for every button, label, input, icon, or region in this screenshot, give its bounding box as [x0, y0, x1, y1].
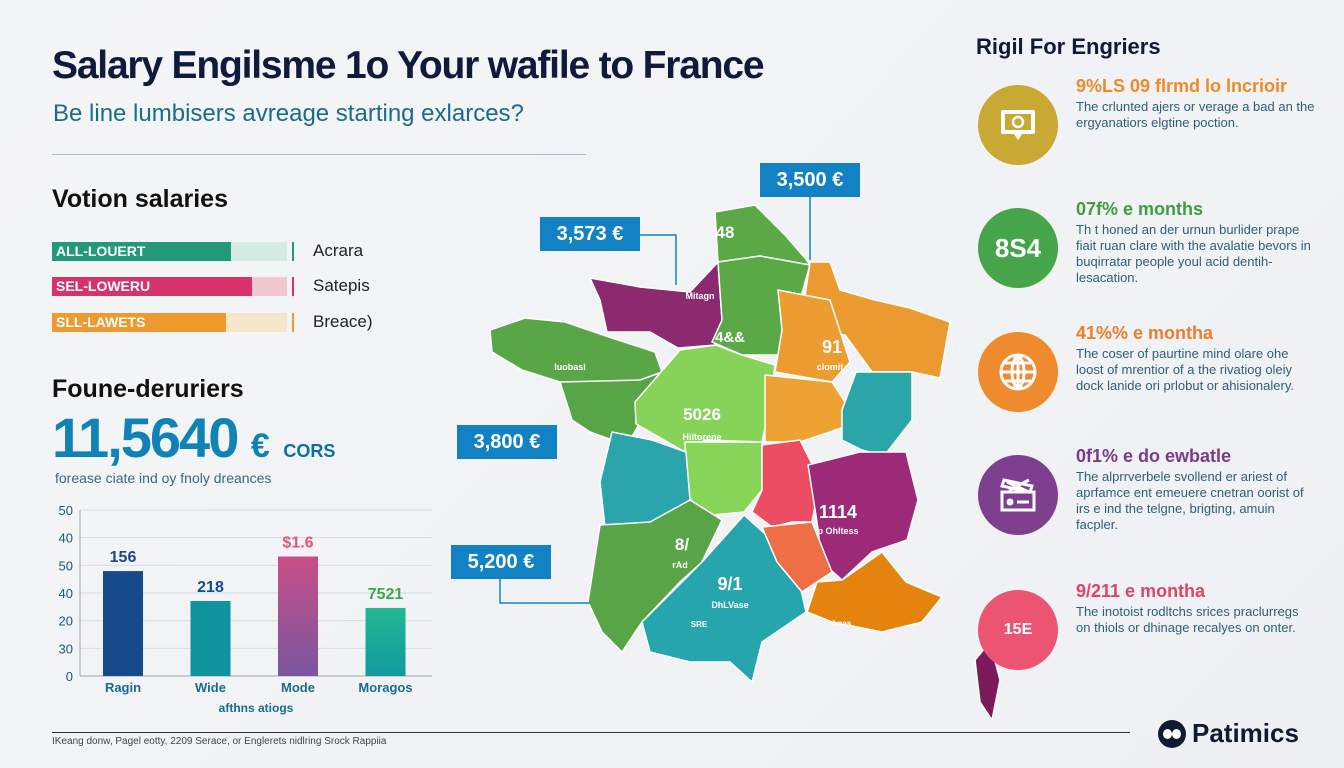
globe-icon	[978, 332, 1058, 412]
salaries-heading: Votion salaries	[52, 185, 228, 213]
icon-text: 8S4	[994, 232, 1042, 263]
bar	[190, 600, 231, 676]
icon-text: 15E	[1003, 621, 1033, 638]
currency: €	[250, 427, 270, 465]
feature-description: The alprrverbele svollend er ariest of a…	[1076, 469, 1304, 532]
map-region	[589, 261, 723, 349]
toolbox-icon	[978, 455, 1058, 535]
region-label: Hiltorene	[682, 432, 721, 442]
bar	[103, 571, 143, 676]
y-tick-label: 20	[59, 614, 73, 629]
y-tick-label: 30	[59, 641, 73, 656]
map-region	[841, 371, 913, 457]
region-label: 48	[716, 223, 735, 242]
bar-legend-label: Breace)	[313, 312, 373, 331]
footer-divider	[52, 732, 1130, 733]
feature-description: The coser of paurtine mind olare ohe loo…	[1076, 346, 1294, 393]
region-label: 1114	[819, 502, 857, 522]
bar-data-label: $1.6	[282, 534, 313, 551]
region-label: DhLVase	[711, 600, 748, 610]
y-tick-label: 40	[59, 531, 73, 546]
feature-heading: 9%LS 09 flrmd lo lncrioir	[1076, 76, 1288, 96]
unit: CORS	[283, 441, 336, 461]
logo-icon	[1158, 719, 1186, 748]
screen-icon	[978, 85, 1058, 165]
summary-heading: Foune-deruriers	[52, 375, 244, 403]
right-title: Rigil For Engriers	[976, 34, 1161, 59]
region-label: 4&&	[715, 329, 745, 346]
value-number: 11,5640	[52, 406, 239, 469]
bar-legend-label: Acrara	[313, 241, 364, 260]
feature-description: Th t honed an der urnun burlider prape f…	[1076, 222, 1311, 285]
salary-bar: SLL-LAWETS	[52, 313, 297, 332]
feature-heading: 9/211 e montha	[1076, 581, 1206, 601]
bar-fill: SLL-LAWETS	[52, 313, 227, 332]
map-region	[764, 374, 859, 443]
map-region	[587, 499, 723, 653]
summary-value: 11,5640 € CORS	[52, 410, 335, 466]
bar-end-marker	[292, 277, 294, 296]
map-region	[641, 514, 807, 683]
region-label: 8/	[675, 535, 689, 554]
number-badge-icon: 8S4	[978, 208, 1058, 288]
map-region	[806, 551, 943, 633]
y-tick-label: 50	[59, 558, 73, 573]
salary-bar: SEL-LOWERU	[52, 277, 297, 296]
footer-source: IKeang donw, Pagel eotty, 2209 Serace, o…	[52, 736, 387, 747]
callout-line	[640, 234, 677, 285]
region-label: clomit	[817, 362, 844, 372]
salary-callout: 3,573 €	[540, 217, 640, 251]
salary-bar: ALL-LOUERT	[52, 242, 297, 261]
bar-data-label: 218	[197, 579, 224, 596]
feature-description: The inotoist rodltchs srices praclurregs…	[1076, 604, 1299, 635]
y-tick-label: 40	[59, 586, 73, 601]
bar	[365, 607, 406, 676]
callout-line	[499, 578, 590, 604]
feature-heading: 0f1% e do ewbatle	[1076, 446, 1232, 466]
map-region	[751, 439, 821, 528]
region-label: Mitagn	[686, 291, 715, 301]
brand-name: Patimics	[1192, 718, 1299, 748]
feature-heading: 07f% e months	[1076, 199, 1204, 219]
region-label: p Ohltess	[817, 526, 858, 536]
bar-end-marker	[292, 242, 294, 261]
x-tick-label: Moragos	[358, 680, 412, 695]
salary-callout: 5,200 €	[451, 545, 551, 579]
bar-chart: 50 40 50 40 20 30 0 156 Ragin 218 Wide $1.6 Mode 7521…	[59, 503, 432, 715]
divider	[52, 154, 586, 155]
bar-legend-label: Satepis	[313, 276, 370, 295]
region-label: luobasi	[554, 362, 586, 372]
summary-description: forease ciate ind oy fnoly dreances	[55, 470, 272, 486]
x-axis-label: afthns atiogs	[219, 701, 294, 715]
feature-heading: 41%% e montha	[1076, 323, 1214, 343]
bar-end-marker	[292, 313, 294, 332]
page-title: Salary Engilsme 1o Your wafile to France	[52, 44, 765, 87]
salary-callout: 3,500 €	[760, 163, 860, 197]
page-subtitle: Be line lumbisers avreage starting exlar…	[53, 100, 524, 127]
y-tick-label: 0	[66, 669, 73, 684]
people-icon: 15E	[978, 590, 1058, 670]
brand-logo: Patimics	[1158, 718, 1299, 749]
bar-fill: ALL-LOUERT	[52, 242, 231, 261]
bar	[278, 556, 318, 676]
salary-callout: 3,800 €	[457, 425, 557, 459]
region-label: 91	[822, 337, 842, 357]
x-tick-label: Ragin	[105, 680, 141, 695]
region-label: 9/1	[717, 574, 742, 594]
x-tick-label: Mode	[281, 680, 315, 695]
y-tick-label: 50	[59, 503, 73, 518]
bar-data-label: 7521	[368, 586, 404, 603]
region-label: rAd	[672, 560, 688, 570]
region-label: 5026	[683, 405, 721, 424]
region-label: hnas	[833, 619, 852, 628]
region-label: SRE	[691, 620, 708, 629]
x-tick-label: Wide	[195, 680, 226, 695]
bar-fill: SEL-LOWERU	[52, 277, 252, 296]
feature-description: The crlunted ajers or verage a bad an th…	[1076, 99, 1315, 130]
bar-data-label: 156	[110, 549, 137, 566]
